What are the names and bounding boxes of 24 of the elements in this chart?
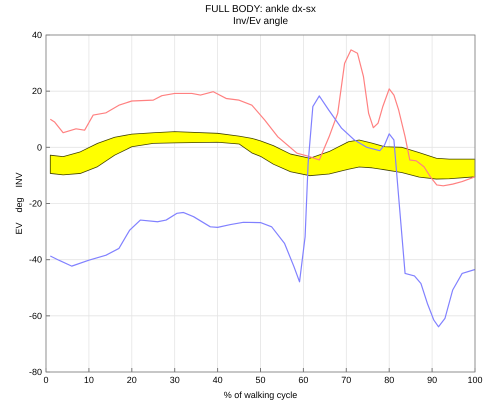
x-tick-label: 40 bbox=[212, 375, 223, 385]
y-tick-label: 40 bbox=[32, 30, 42, 40]
x-tick-label: 30 bbox=[170, 375, 180, 385]
line-series bbox=[50, 95, 476, 328]
chart-title: FULL BODY: ankle dx-sx bbox=[205, 4, 316, 15]
x-tick-label: 60 bbox=[298, 375, 308, 385]
x-tick-label: 70 bbox=[341, 375, 352, 385]
x-tick-label: 80 bbox=[384, 375, 394, 385]
x-tick-label: 100 bbox=[467, 375, 483, 385]
y-tick-label: -20 bbox=[28, 198, 42, 208]
x-tick-label: 10 bbox=[84, 375, 94, 385]
x-axis-title: % of walking cycle bbox=[224, 390, 298, 400]
x-tick-label: 20 bbox=[126, 375, 137, 385]
y-tick-label: -40 bbox=[28, 254, 42, 265]
y-tick-label: 0 bbox=[36, 142, 42, 152]
y-tick-label: -60 bbox=[28, 310, 42, 321]
y-axis-title: EV deg INV bbox=[14, 172, 24, 235]
x-tick-label: 90 bbox=[427, 375, 438, 385]
chart-subtitle: Inv/Ev angle bbox=[232, 16, 288, 27]
x-tick-label: 50 bbox=[255, 375, 266, 385]
x-tick-label: 0 bbox=[43, 375, 49, 385]
line-series bbox=[50, 49, 476, 186]
y-tick-label: 20 bbox=[32, 86, 42, 96]
y-tick-label: -80 bbox=[28, 367, 42, 377]
